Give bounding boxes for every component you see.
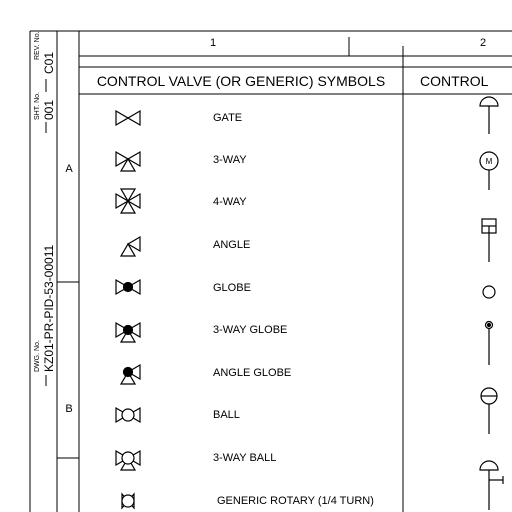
panel-2-title: CONTROL bbox=[420, 73, 489, 89]
symbol-label: ANGLE bbox=[213, 239, 250, 251]
title-block: REV. No. C01 SHT. No. 001 DWG. No. KZ01-… bbox=[34, 31, 56, 386]
sheet-caption: SHT. No. bbox=[34, 92, 41, 120]
electro-hydraulic-actuator-icon bbox=[480, 387, 498, 434]
motor-mark: M bbox=[486, 157, 493, 166]
generic-actuator-circle-icon bbox=[482, 285, 496, 299]
sheet-value: 001 bbox=[42, 100, 56, 120]
zone-col-2: 2 bbox=[480, 37, 486, 49]
four-way-valve-icon bbox=[115, 188, 141, 214]
zone-row-b: B bbox=[65, 403, 72, 415]
symbol-label: GLOBE bbox=[213, 282, 251, 294]
zone-col-1: 1 bbox=[210, 37, 216, 49]
symbol-label: 3-WAY BALL bbox=[213, 452, 276, 464]
symbol-label: 3-WAY bbox=[213, 154, 247, 166]
symbol-label: ANGLE GLOBE bbox=[213, 367, 291, 379]
three-way-globe-valve-icon bbox=[115, 321, 141, 343]
diaphragm-handwheel-actuator-icon bbox=[479, 460, 504, 510]
diaphragm-actuator-icon bbox=[479, 96, 499, 134]
angle-globe-valve-icon bbox=[119, 363, 141, 385]
symbol-labels: GATE 3-WAY 4-WAY ANGLE GLOBE 3-WAY GLOBE… bbox=[213, 112, 374, 507]
angle-valve-icon bbox=[119, 235, 141, 257]
panel-1-title: CONTROL VALVE (OR GENERIC) SYMBOLS bbox=[97, 73, 385, 89]
zone-row-a: A bbox=[65, 163, 73, 175]
gate-valve-icon bbox=[115, 109, 141, 127]
generic-rotary-valve-icon bbox=[121, 492, 135, 510]
sheet-frame bbox=[29, 30, 512, 512]
symbol-label: GENERIC ROTARY (1/4 TURN) bbox=[217, 495, 374, 507]
dwg-value: KZ01-PR-PID-53-00011 bbox=[42, 245, 56, 372]
symbol-label: GATE bbox=[213, 112, 242, 124]
rev-value: C01 bbox=[42, 52, 56, 74]
rev-caption: REV. No. bbox=[34, 31, 41, 60]
piston-actuator-icon bbox=[481, 218, 497, 262]
three-way-ball-valve-icon bbox=[115, 449, 141, 471]
symbol-label: BALL bbox=[213, 409, 240, 421]
globe-valve-icon bbox=[115, 278, 141, 296]
dwg-caption: DWG. No. bbox=[34, 340, 41, 372]
solenoid-actuator-icon bbox=[484, 320, 494, 365]
ball-valve-icon bbox=[115, 406, 141, 424]
symbol-label: 3-WAY GLOBE bbox=[213, 324, 287, 336]
three-way-valve-icon bbox=[115, 150, 141, 172]
motor-actuator-icon: M bbox=[479, 151, 499, 190]
symbol-label: 4-WAY bbox=[213, 196, 247, 208]
